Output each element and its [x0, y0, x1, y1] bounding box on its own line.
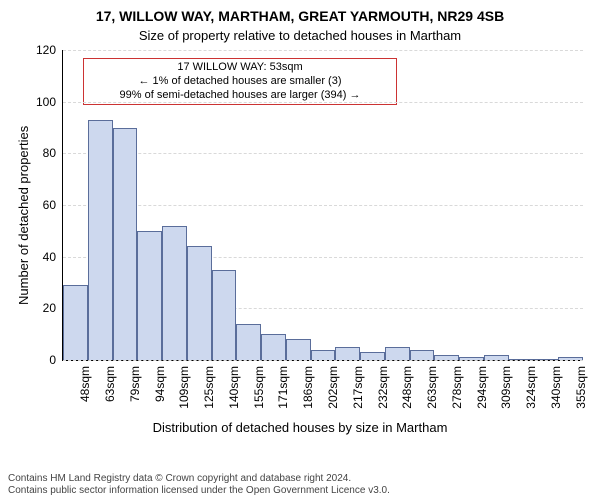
chart-container: 17, WILLOW WAY, MARTHAM, GREAT YARMOUTH,…: [0, 0, 600, 500]
bar: [113, 128, 138, 361]
bar: [236, 324, 261, 360]
bar: [212, 270, 237, 360]
credits-line-2: Contains public sector information licen…: [8, 485, 390, 497]
x-tick-label: 248sqm: [400, 366, 414, 409]
bar: [335, 347, 360, 360]
bar: [137, 231, 162, 360]
y-tick-label: 100: [28, 95, 56, 109]
grid-line: [63, 205, 583, 206]
bar: [509, 359, 534, 360]
bar: [459, 357, 484, 360]
x-tick-label: 155sqm: [252, 366, 266, 409]
grid-line: [63, 360, 583, 361]
bar: [311, 350, 336, 360]
x-tick-label: 171sqm: [276, 366, 290, 409]
bar: [484, 355, 509, 360]
annotation-line-1: 17 WILLOW WAY: 53sqm: [90, 61, 390, 75]
x-tick-label: 186sqm: [301, 366, 315, 409]
y-tick-label: 120: [28, 43, 56, 57]
annotation-line-2: ← 1% of detached houses are smaller (3): [90, 75, 390, 89]
x-tick-label: 125sqm: [202, 366, 216, 409]
annotation-line-3: 99% of semi-detached houses are larger (…: [90, 89, 390, 103]
x-tick-label: 294sqm: [475, 366, 489, 409]
y-tick-label: 40: [28, 250, 56, 264]
bar: [63, 285, 88, 360]
x-tick-label: 263sqm: [425, 366, 439, 409]
bar: [360, 352, 385, 360]
x-axis-label: Distribution of detached houses by size …: [0, 420, 600, 435]
credits-line-1: Contains HM Land Registry data © Crown c…: [8, 473, 390, 485]
x-tick-label: 355sqm: [574, 366, 588, 409]
x-tick-label: 63sqm: [103, 366, 117, 402]
bar: [286, 339, 311, 360]
bar: [385, 347, 410, 360]
x-tick-label: 79sqm: [128, 366, 142, 402]
bar: [88, 120, 113, 360]
grid-line: [63, 50, 583, 51]
credits-text: Contains HM Land Registry data © Crown c…: [8, 473, 390, 496]
x-tick-label: 324sqm: [524, 366, 538, 409]
plot-area: 17 WILLOW WAY: 53sqm ← 1% of detached ho…: [62, 50, 583, 361]
bar: [558, 357, 583, 360]
x-tick-label: 109sqm: [177, 366, 191, 409]
bar: [261, 334, 286, 360]
x-tick-label: 232sqm: [376, 366, 390, 409]
y-tick-label: 60: [28, 198, 56, 212]
bar: [162, 226, 187, 360]
x-tick-label: 48sqm: [78, 366, 92, 402]
x-tick-label: 217sqm: [351, 366, 365, 409]
y-tick-label: 20: [28, 301, 56, 315]
x-tick-label: 278sqm: [450, 366, 464, 409]
y-tick-label: 80: [28, 146, 56, 160]
x-tick-label: 94sqm: [153, 366, 167, 402]
bar: [533, 359, 558, 360]
x-tick-label: 202sqm: [326, 366, 340, 409]
chart-subtitle: Size of property relative to detached ho…: [0, 28, 600, 43]
grid-line: [63, 153, 583, 154]
grid-line: [63, 102, 583, 103]
y-tick-label: 0: [28, 353, 56, 367]
bar: [434, 355, 459, 360]
bar: [187, 246, 212, 360]
chart-title-address: 17, WILLOW WAY, MARTHAM, GREAT YARMOUTH,…: [0, 8, 600, 24]
x-tick-label: 309sqm: [499, 366, 513, 409]
x-tick-label: 140sqm: [227, 366, 241, 409]
x-tick-label: 340sqm: [549, 366, 563, 409]
annotation-box: 17 WILLOW WAY: 53sqm ← 1% of detached ho…: [83, 58, 397, 105]
bar: [410, 350, 435, 360]
